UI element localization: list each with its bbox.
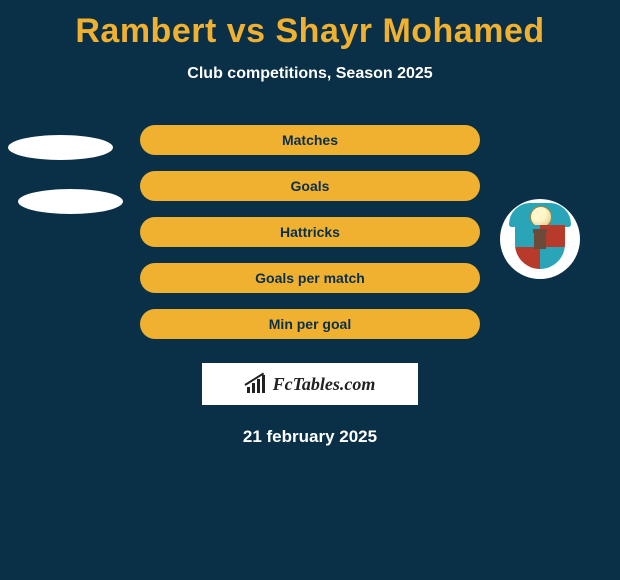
stat-pill-min-per-goal: Min per goal (140, 309, 480, 339)
club-crest-right (500, 199, 580, 279)
stat-label: Matches (282, 132, 338, 148)
stat-label: Goals per match (255, 270, 365, 286)
subtitle: Club competitions, Season 2025 (0, 65, 620, 83)
fctables-logo: FcTables.com (202, 363, 418, 405)
stat-pill-hattricks: Hattricks (140, 217, 480, 247)
bar-chart-icon (245, 375, 267, 393)
left-value-pill-2 (18, 189, 123, 214)
stat-label: Hattricks (280, 224, 340, 240)
logo-text: FcTables.com (273, 374, 376, 395)
stat-pill-goals-per-match: Goals per match (140, 263, 480, 293)
stat-pill-matches: Matches (140, 125, 480, 155)
date-text: 21 february 2025 (0, 427, 620, 447)
stat-label: Min per goal (269, 316, 351, 332)
arsenal-sarandi-crest-icon (509, 203, 571, 275)
stat-label: Goals (291, 178, 330, 194)
stat-pill-goals: Goals (140, 171, 480, 201)
page-title: Rambert vs Shayr Mohamed (0, 12, 620, 51)
left-value-pill-1 (8, 135, 113, 160)
